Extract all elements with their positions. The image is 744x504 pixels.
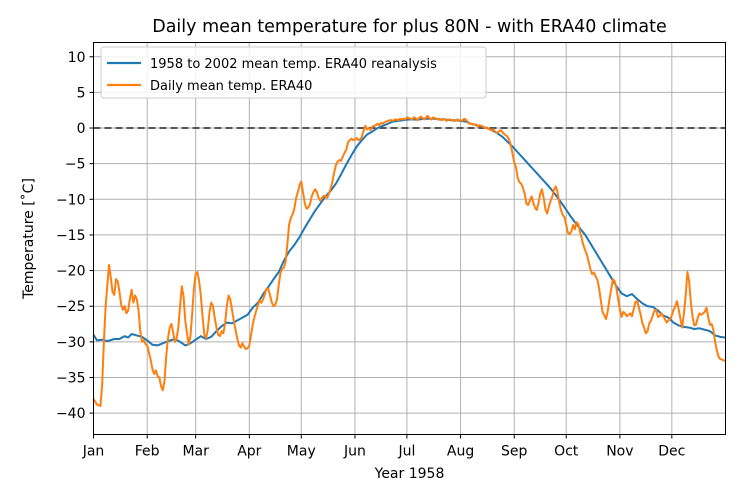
series-line-daily-mean	[92, 114, 726, 407]
grid	[93, 42, 726, 435]
chart-title: Daily mean temperature for plus 80N - wi…	[152, 17, 667, 37]
x-tick-label: Mar	[182, 444, 209, 460]
x-tick-label: Nov	[606, 444, 633, 460]
plot-frame	[93, 42, 726, 435]
series-line-reanalysis-mean	[92, 117, 726, 347]
y-axis-ticks: 10 5 0 −5 −10 −15 −20 −25 −30 −35 −40	[56, 50, 94, 422]
legend: 1958 to 2002 mean temp. ERA40 reanalysis…	[100, 46, 487, 99]
x-tick-label: Jul	[397, 444, 415, 460]
x-tick-label: May	[287, 444, 316, 460]
x-tick-label: Oct	[554, 444, 579, 460]
legend-label-reanalysis-mean: 1958 to 2002 mean temp. ERA40 reanalysis	[150, 57, 437, 72]
x-tick-label: Dec	[658, 444, 685, 460]
x-tick-label: Jun	[343, 444, 366, 460]
y-tick-label: −40	[56, 406, 86, 422]
x-tick-label: Jan	[82, 444, 105, 460]
x-tick-label: Feb	[135, 444, 160, 460]
x-axis-label: Year 1958	[374, 466, 445, 482]
legend-box	[100, 46, 487, 99]
y-tick-label: −20	[56, 264, 86, 280]
legend-label-daily-mean: Daily mean temp. ERA40	[150, 79, 312, 94]
x-tick-label: Sep	[501, 444, 528, 460]
y-tick-label: −25	[56, 299, 86, 315]
x-axis-ticks: Jan Feb Mar Apr May Jun Jul Aug Sep Oct Nov Dec	[82, 434, 685, 460]
y-tick-label: −30	[56, 335, 86, 351]
y-tick-label: 10	[68, 50, 86, 66]
x-tick-label: Apr	[237, 444, 261, 460]
y-tick-label: −35	[56, 370, 86, 386]
y-tick-label: −10	[56, 192, 86, 208]
y-tick-label: −15	[56, 228, 86, 244]
x-tick-label: Aug	[447, 444, 474, 460]
y-tick-label: 5	[77, 85, 86, 101]
series-lines	[92, 114, 726, 407]
y-axis-label: Temperature [˚C]	[20, 178, 37, 300]
y-tick-label: 0	[77, 121, 86, 137]
y-tick-label: −5	[65, 157, 86, 173]
